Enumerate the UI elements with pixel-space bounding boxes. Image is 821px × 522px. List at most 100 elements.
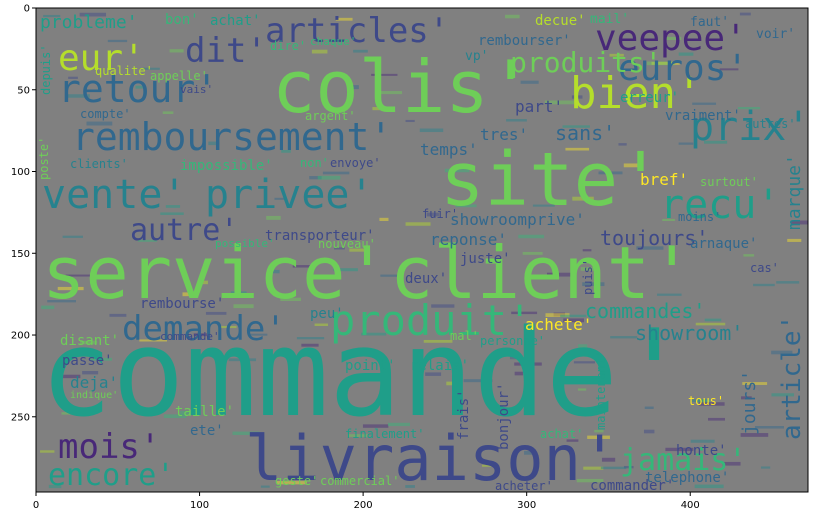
filler-mark <box>662 218 675 222</box>
filler-mark <box>65 94 90 98</box>
word-85: poste' <box>37 137 51 180</box>
filler-mark <box>349 248 369 252</box>
word-60: moins' <box>678 210 721 224</box>
word-9: produit' <box>330 296 532 345</box>
word-67: point' <box>345 358 396 374</box>
y-tick-label: 50 <box>17 85 30 96</box>
filler-mark <box>646 61 675 66</box>
word-71: deja' <box>70 373 118 392</box>
filler-mark <box>514 362 542 366</box>
filler-mark <box>333 268 358 272</box>
filler-mark <box>644 406 654 409</box>
word-57: envoye' <box>330 156 381 170</box>
x-tick-label: 100 <box>190 500 209 511</box>
filler-mark <box>663 36 682 41</box>
filler-mark <box>405 485 415 488</box>
filler-mark <box>704 318 722 322</box>
filler-mark <box>163 414 187 419</box>
y-tick-label: 100 <box>11 167 30 178</box>
filler-mark <box>62 235 83 238</box>
word-19: eur' <box>58 38 145 79</box>
word-94: cas' <box>750 261 779 275</box>
word-7: privee' <box>205 172 374 218</box>
filler-mark <box>544 100 575 105</box>
word-72: frais' <box>456 389 472 440</box>
word-29: showroomprive' <box>450 210 585 229</box>
word-97: indique' <box>70 390 118 401</box>
word-32: part' <box>515 97 563 116</box>
x-axis: 0 100 200 300 400 <box>33 492 700 511</box>
filler-mark <box>520 80 539 84</box>
filler-mark <box>362 424 389 428</box>
filler-mark <box>691 399 707 403</box>
filler-mark <box>193 333 208 337</box>
filler-mark <box>79 12 107 17</box>
filler-mark <box>601 457 616 462</box>
filler-mark <box>65 274 95 277</box>
filler-mark <box>379 217 389 221</box>
word-24: jamais' <box>620 443 746 478</box>
filler-mark <box>563 318 584 323</box>
filler-mark <box>228 358 257 362</box>
filler-mark <box>48 484 62 489</box>
filler-mark <box>405 222 431 226</box>
word-14: recu' <box>660 182 780 228</box>
word-41: achat' <box>210 13 261 29</box>
word-76: commander' <box>590 478 674 494</box>
word-54: clients' <box>70 157 128 171</box>
filler-mark <box>594 429 604 433</box>
filler-mark <box>68 76 78 79</box>
word-69: deux' <box>405 271 447 287</box>
filler-mark <box>426 212 439 217</box>
filler-mark <box>267 269 280 274</box>
word-6: vente' <box>42 172 187 218</box>
x-tick-label: 0 <box>33 500 39 511</box>
word-33: temps' <box>420 140 478 159</box>
filler-mark <box>57 286 84 291</box>
word-52: compte' <box>80 107 131 121</box>
filler-mark <box>349 85 359 90</box>
filler-mark <box>514 371 523 376</box>
word-45: faut' <box>690 15 729 30</box>
filler-mark <box>233 304 254 309</box>
filler-mark <box>198 280 208 285</box>
word-1: service' <box>42 231 389 315</box>
filler-mark <box>280 297 301 301</box>
filler-mark <box>771 393 795 397</box>
word-61: arnaque' <box>690 236 757 252</box>
word-49: qualite' <box>95 64 153 78</box>
filler-mark <box>572 196 594 201</box>
word-50: appelle' <box>150 69 208 83</box>
filler-mark <box>425 372 442 376</box>
y-tick-label: 200 <box>11 331 30 342</box>
word-13: prix' <box>690 104 810 150</box>
filler-mark <box>532 204 555 207</box>
word-74: taille' <box>175 404 234 420</box>
filler-mark <box>623 163 641 168</box>
filler-mark <box>266 215 281 220</box>
word-35: transporteur' <box>265 228 375 244</box>
word-38: jours' <box>739 370 760 435</box>
filler-mark <box>182 292 196 297</box>
filler-mark <box>372 107 394 111</box>
filler-mark <box>347 434 369 437</box>
word-96: personne' <box>480 334 545 348</box>
filler-mark <box>162 111 174 115</box>
x-tick-label: 300 <box>517 500 536 511</box>
word-83: dire' <box>270 39 306 53</box>
filler-mark <box>137 239 157 242</box>
plot-frame <box>35 7 809 493</box>
filler-mark <box>444 168 470 173</box>
filler-mark <box>511 311 538 315</box>
word-59: surtout' <box>700 175 758 189</box>
word-78: honte' <box>676 443 727 459</box>
filler-mark <box>139 339 168 342</box>
filler-mark <box>80 340 98 345</box>
filler-mark <box>322 171 350 175</box>
filler-mark <box>609 53 624 57</box>
y-tick-label: 150 <box>11 249 30 260</box>
filler-mark <box>260 485 270 488</box>
word-39: probleme' <box>40 12 138 33</box>
word-89: maintenant' <box>594 351 608 430</box>
word-51: vais' <box>180 83 213 96</box>
